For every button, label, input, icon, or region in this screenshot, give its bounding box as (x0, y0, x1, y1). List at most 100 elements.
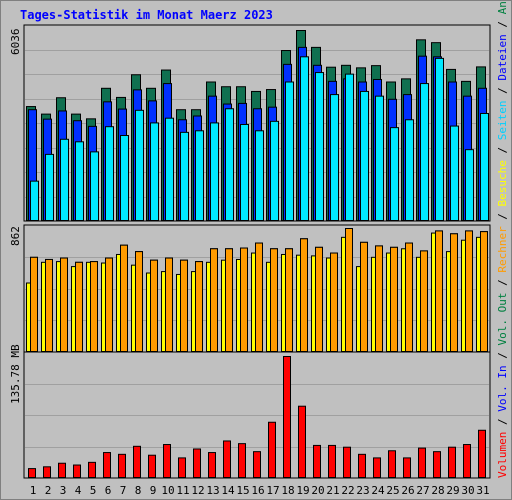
bar-besuche-front (240, 247, 248, 352)
x-tick-label: 23 (356, 484, 369, 497)
x-tick-label: 7 (120, 484, 127, 497)
bar-seiten (210, 122, 219, 221)
x-tick-label: 20 (311, 484, 324, 497)
bar-volumen (403, 457, 411, 478)
x-tick-label: 11 (176, 484, 189, 497)
bar-seiten (105, 126, 114, 221)
bar-besuche-front (375, 245, 383, 352)
bar-volumen (133, 445, 141, 479)
x-tick-label: 3 (60, 484, 67, 497)
bar-seiten (270, 120, 279, 221)
bar-volumen (238, 443, 246, 478)
bar-volumen (103, 452, 111, 479)
bar-seiten (285, 81, 294, 221)
bar-besuche-front (120, 244, 128, 353)
bar-seiten (195, 130, 204, 221)
bar-seiten (345, 73, 354, 221)
bar-besuche-front (225, 248, 233, 352)
bar-volumen (298, 405, 306, 478)
x-tick-label: 10 (161, 484, 174, 497)
hits-ymax-label: 6036 (9, 29, 22, 56)
x-tick-label: 28 (431, 484, 444, 497)
bar-besuche-front (60, 257, 68, 352)
x-tick-label: 9 (150, 484, 157, 497)
x-tick-label: 18 (281, 484, 294, 497)
legend-besuche: Besuche (496, 160, 509, 206)
bar-volumen (328, 444, 336, 479)
bar-volumen (163, 444, 171, 479)
bar-seiten (405, 119, 414, 221)
bar-seiten (120, 135, 129, 221)
bar-besuche-front (90, 261, 98, 352)
bar-volumen (388, 450, 396, 478)
bar-besuche-front (195, 261, 203, 352)
bar-besuche-front (390, 246, 398, 352)
bar-besuche-front (150, 259, 158, 352)
bar-seiten (225, 108, 234, 221)
bar-besuche-front (135, 251, 143, 352)
bar-seiten (315, 72, 324, 222)
bar-seiten (90, 151, 99, 222)
bar-besuche-front (75, 261, 83, 353)
x-tick-label: 15 (236, 484, 249, 497)
bar-besuche-front (45, 258, 53, 353)
x-axis-ticks: 1 2 3 4 5 6 7 8 9 10 11 12 13 14 15 16 17 18 19 20 21 22 23 24 2… (30, 484, 490, 497)
bar-besuche-front (360, 241, 368, 352)
bar-volumen (88, 461, 96, 479)
bar-volumen (208, 452, 216, 479)
bar-besuche-front (165, 257, 173, 352)
bar-seiten (360, 90, 369, 221)
x-tick-label: 4 (75, 484, 82, 497)
bar-volumen (343, 446, 351, 479)
bar-besuche-front (420, 250, 428, 353)
bar-volumen (373, 457, 381, 478)
bar-volumen (313, 444, 321, 479)
x-tick-label: 29 (446, 484, 459, 497)
bar-volumen (58, 462, 66, 478)
bar-seiten (375, 95, 384, 221)
right-legend: Volumen / Vol. In / Vol. Out / Rechner /… (496, 0, 509, 478)
bar-seiten (165, 117, 174, 221)
x-tick-label: 21 (326, 484, 339, 497)
x-tick-label: 6 (105, 484, 112, 497)
bar-volumen (148, 454, 156, 478)
legend-rechner: Rechner (496, 226, 509, 273)
bar-besuche-front (405, 242, 413, 352)
svg-text:Volumen / Vol. In / Vol. Out /: Volumen / Vol. In / Vol. Out / Rechner /… (496, 0, 509, 478)
bar-volumen (178, 457, 186, 478)
bar-volumen (73, 464, 81, 478)
bar-volumen (283, 356, 291, 478)
bar-seiten (450, 125, 459, 221)
legend-seiten: Seiten (496, 100, 509, 140)
bar-seiten (60, 138, 69, 221)
bar-volumen (418, 447, 426, 478)
volume-ymax-label: 135.78 MB (9, 344, 22, 404)
bar-besuche-front (330, 252, 338, 352)
bar-seiten (465, 149, 474, 222)
bar-besuche-front (285, 248, 293, 352)
x-tick-label: 25 (386, 484, 399, 497)
bar-seiten (150, 122, 159, 221)
bar-seiten (300, 56, 309, 221)
legend-dateien: Dateien (496, 34, 509, 80)
x-tick-label: 8 (135, 484, 142, 497)
bar-volumen (463, 444, 471, 479)
bar-seiten (390, 127, 399, 221)
bar-seiten (30, 180, 39, 222)
bar-volumen (268, 421, 276, 479)
bar-seiten (240, 123, 249, 221)
x-tick-label: 22 (341, 484, 354, 497)
bar-volumen (118, 453, 126, 479)
x-tick-label: 5 (90, 484, 97, 497)
bar-seiten (420, 83, 429, 222)
x-tick-label: 13 (206, 484, 219, 497)
bar-volumen (223, 440, 231, 478)
x-tick-label: 16 (251, 484, 264, 497)
bar-besuche-front (345, 228, 353, 352)
bar-seiten (45, 153, 54, 221)
bar-seiten (180, 131, 189, 222)
bar-besuche-front (270, 248, 278, 352)
x-tick-label: 17 (266, 484, 279, 497)
bar-volumen (478, 429, 486, 479)
